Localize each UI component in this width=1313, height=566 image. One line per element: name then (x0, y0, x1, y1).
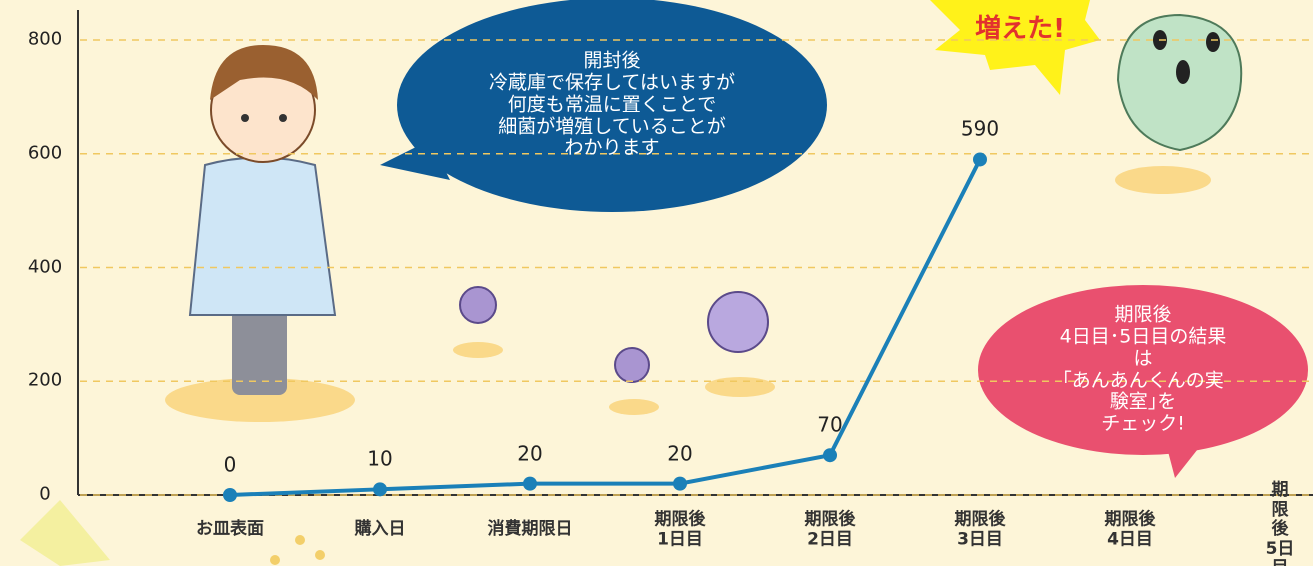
data-label: 70 (817, 412, 843, 437)
x-tick-label: 期限後 2日目 (804, 509, 856, 549)
annotation: 増えた! (975, 14, 1065, 45)
data-line (229, 158, 982, 497)
y-tick-label: 600 (27, 142, 63, 164)
x-tick-label: 期限後 1日目 (654, 509, 706, 549)
y-tick-label: 200 (27, 369, 63, 391)
y-tick-label: 0 (39, 483, 51, 505)
data-label: 20 (667, 441, 693, 466)
x-tick-label: 期限後 5日目 (1265, 480, 1295, 566)
data-point (373, 482, 387, 497)
data-point (823, 448, 837, 463)
data-point (523, 476, 537, 491)
data-label: 0 (223, 452, 237, 477)
x-tick-label: お皿表面 (196, 519, 264, 540)
data-label: 590 (960, 116, 1000, 141)
x-tick-label: 消費期限日 (487, 519, 573, 540)
data-point (973, 152, 987, 167)
annotation: 開封後 冷蔵庫で保存してはいますが 何度も常温に置くことで 細菌が増殖しているこ… (488, 49, 736, 159)
x-tick-label: 期限後 4日目 (1104, 509, 1156, 549)
y-tick-label: 800 (27, 28, 63, 50)
y-tick-label: 400 (27, 256, 63, 278)
x-tick-label: 期限後 3日目 (954, 509, 1006, 549)
bubbles (380, 0, 1308, 478)
x-tick-label: 購入日 (354, 519, 406, 540)
data-point (673, 476, 687, 491)
annotation: 期限後 4日目･5日目の結果は ｢あんあんくんの実験室｣を チェック! (1059, 303, 1227, 435)
data-label: 10 (367, 446, 393, 471)
data-label: 20 (517, 441, 543, 466)
illustration (20, 0, 1243, 566)
data-point (223, 488, 237, 502)
